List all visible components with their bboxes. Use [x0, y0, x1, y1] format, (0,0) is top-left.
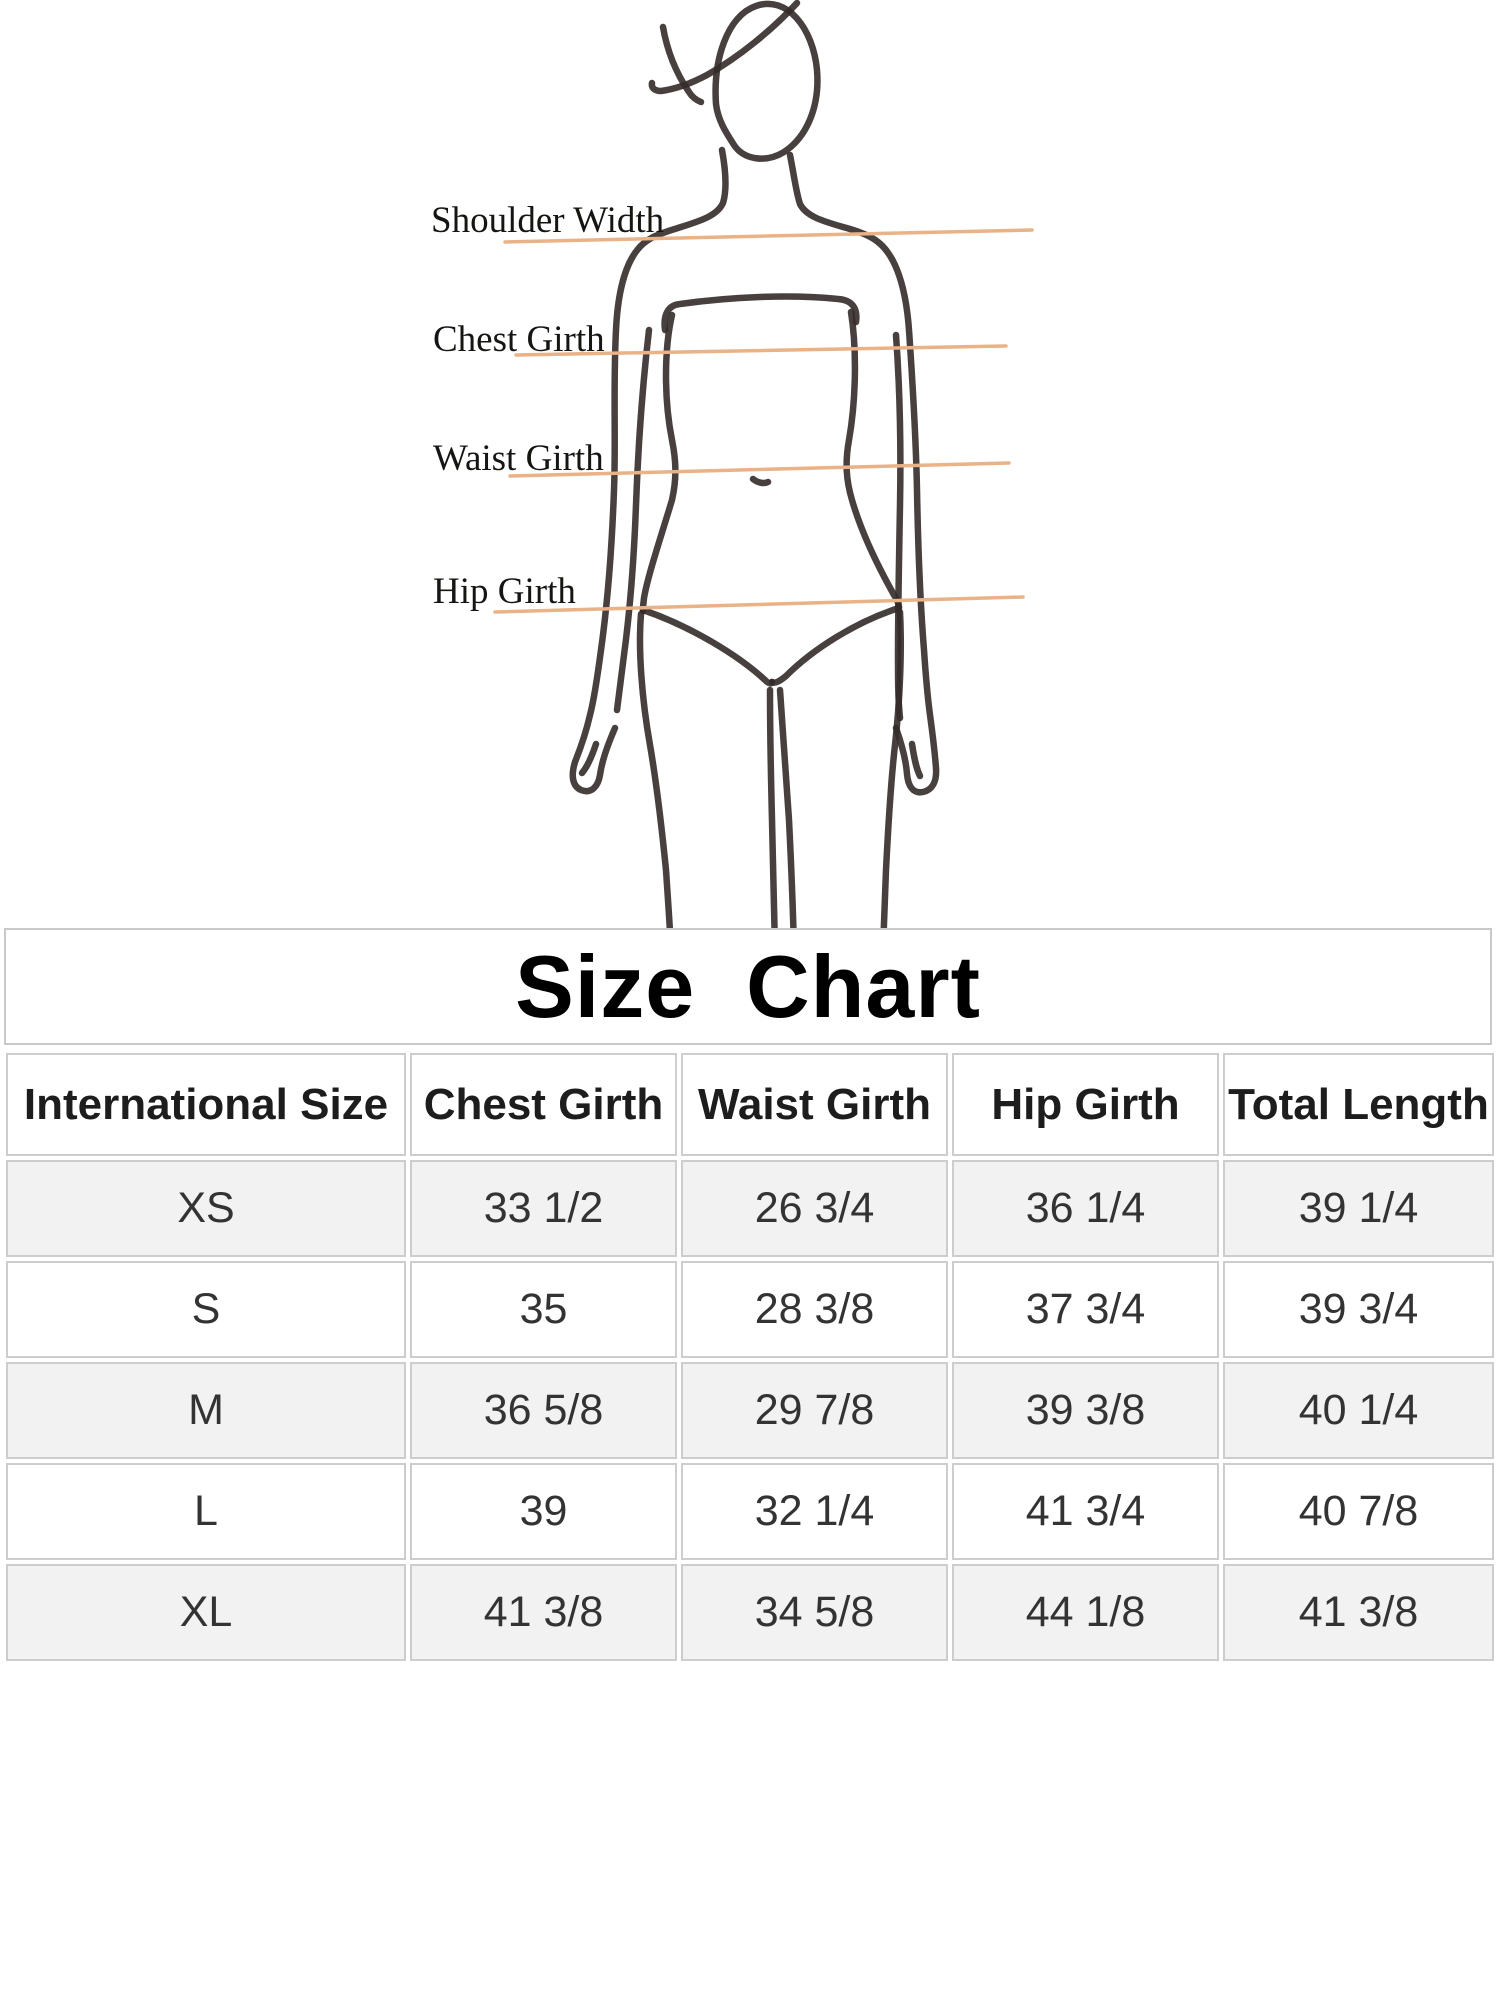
body-measurement-figure: Shoulder Width Chest Girth Waist Girth H… — [431, 0, 1034, 952]
hair-strand-icon — [659, 23, 705, 106]
cell-waist: 26 3/4 — [681, 1160, 948, 1257]
table-header-row: International Size Chest Girth Waist Gir… — [6, 1053, 1494, 1156]
cell-length: 41 3/8 — [1223, 1564, 1494, 1661]
cell-size: S — [6, 1261, 406, 1358]
right-hand-thumb-line — [908, 740, 924, 780]
table-row-xl: XL 41 3/8 34 5/8 44 1/8 41 3/8 — [6, 1564, 1494, 1661]
bikini-right-curve — [768, 604, 903, 686]
cell-hip: 36 1/4 — [952, 1160, 1219, 1257]
right-leg-outer-line — [879, 608, 905, 952]
col-header-hip-girth: Hip Girth — [952, 1053, 1219, 1156]
left-inner-arm-line — [613, 326, 653, 714]
right-torso-outline — [843, 308, 903, 611]
cell-hip: 37 3/4 — [952, 1261, 1219, 1358]
cell-waist: 29 7/8 — [681, 1362, 948, 1459]
bikini-left-curve — [639, 606, 776, 687]
shoulder-measure-line — [503, 228, 1034, 244]
size-chart-title-box: Size Chart — [4, 928, 1492, 1045]
col-header-chest-girth: Chest Girth — [410, 1053, 677, 1156]
hip-measure-line — [493, 595, 1025, 614]
table-row-m: M 36 5/8 29 7/8 39 3/8 40 1/4 — [6, 1362, 1494, 1459]
size-table: International Size Chest Girth Waist Gir… — [2, 1049, 1498, 1665]
cell-size: L — [6, 1463, 406, 1560]
cell-size: M — [6, 1362, 406, 1459]
cell-chest: 33 1/2 — [410, 1160, 677, 1257]
cell-chest: 36 5/8 — [410, 1362, 677, 1459]
waist-measure-line — [508, 461, 1011, 478]
strapless-top-line — [661, 293, 860, 334]
table-row-s: S 35 28 3/8 37 3/4 39 3/4 — [6, 1261, 1494, 1358]
waist-girth-label: Waist Girth — [433, 438, 604, 479]
navel-line — [749, 475, 772, 487]
head-outline — [712, 0, 821, 162]
size-chart-title: Size Chart — [515, 936, 981, 1036]
cell-hip: 39 3/8 — [952, 1362, 1219, 1459]
chest-girth-label: Chest Girth — [433, 319, 605, 360]
cell-length: 39 1/4 — [1223, 1160, 1494, 1257]
cell-chest: 41 3/8 — [410, 1564, 677, 1661]
cell-length: 40 7/8 — [1223, 1463, 1494, 1560]
cell-waist: 34 5/8 — [681, 1564, 948, 1661]
right-leg-inner-line — [776, 686, 798, 952]
left-torso-outline — [639, 311, 679, 615]
left-leg-outer-line — [636, 610, 675, 952]
cell-size: XS — [6, 1160, 406, 1257]
col-header-waist-girth: Waist Girth — [681, 1053, 948, 1156]
right-neck-shoulder-arm-outline — [786, 151, 940, 796]
cell-waist: 28 3/8 — [681, 1261, 948, 1358]
cell-chest: 39 — [410, 1463, 677, 1560]
shoulder-width-label: Shoulder Width — [431, 200, 665, 241]
cell-waist: 32 1/4 — [681, 1463, 948, 1560]
cell-length: 40 1/4 — [1223, 1362, 1494, 1459]
hair-strand-icon — [648, 0, 801, 95]
left-leg-inner-line — [766, 686, 779, 952]
table-row-xs: XS 33 1/2 26 3/4 36 1/4 39 1/4 — [6, 1160, 1494, 1257]
cell-length: 39 3/4 — [1223, 1261, 1494, 1358]
left-neck-shoulder-arm-outline — [569, 146, 729, 795]
cell-hip: 44 1/8 — [952, 1564, 1219, 1661]
col-header-international-size: International Size — [6, 1053, 406, 1156]
chest-measure-line — [514, 344, 1008, 357]
cell-size: XL — [6, 1564, 406, 1661]
cell-hip: 41 3/4 — [952, 1463, 1219, 1560]
cell-chest: 35 — [410, 1261, 677, 1358]
hip-girth-label: Hip Girth — [433, 571, 576, 612]
left-hand-thumb-line — [578, 740, 600, 777]
table-row-l: L 39 32 1/4 41 3/4 40 7/8 — [6, 1463, 1494, 1560]
col-header-total-length: Total Length — [1223, 1053, 1494, 1156]
